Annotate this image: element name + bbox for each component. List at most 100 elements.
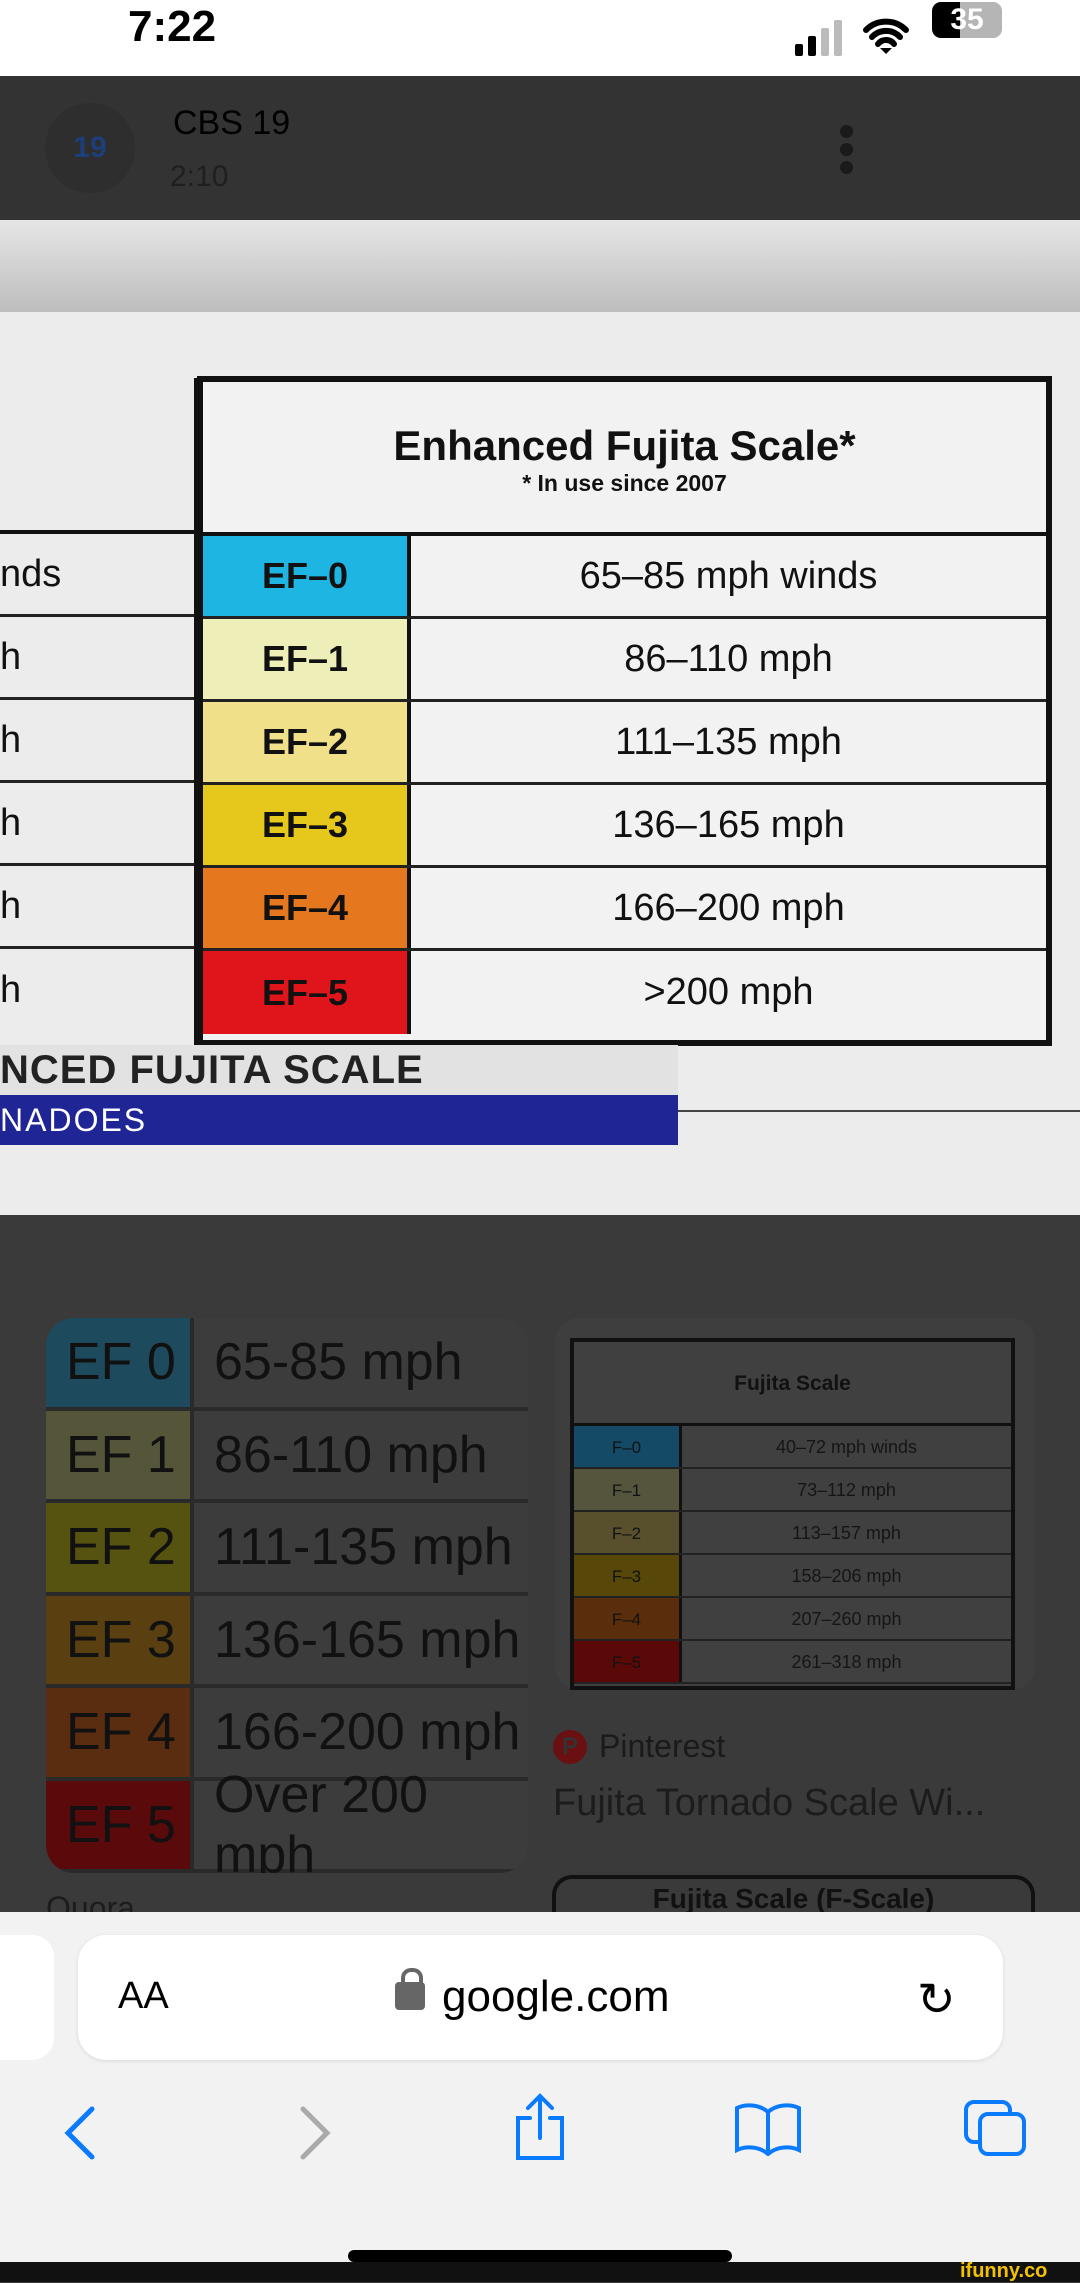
- watermark: ifunny.co: [960, 2260, 1048, 2282]
- f-rating: F–3: [574, 1555, 682, 1596]
- wind-speed: 166–200 mph: [612, 886, 845, 929]
- ef-row: EF 1 86-110 mph: [46, 1410, 528, 1503]
- wind-speed: 113–157 mph: [792, 1523, 901, 1543]
- wind-speed: 86–110 mph: [624, 637, 833, 680]
- bookmarks-icon[interactable]: [733, 2100, 803, 2156]
- ef-row: EF 0 65-85 mph: [46, 1318, 528, 1411]
- partial-cell: nds: [0, 534, 194, 617]
- f-row: F–0 40–72 mph winds: [574, 1426, 1011, 1469]
- result-title[interactable]: Fujita Tornado Scale Wi...: [553, 1782, 986, 1824]
- address-bar[interactable]: [78, 1935, 1003, 2060]
- ef-rating: EF–5: [203, 951, 411, 1034]
- wind-speed: 111-135 mph: [214, 1518, 513, 1577]
- ef-rating: EF–2: [203, 702, 411, 782]
- partial-cell: h: [0, 700, 194, 783]
- ef-row: EF–1 86–110 mph: [203, 619, 1046, 702]
- f-rating: F–4: [574, 1598, 682, 1639]
- f-rating: F–5: [574, 1641, 682, 1682]
- ef-rating: EF–4: [203, 868, 411, 948]
- table-title: Enhanced Fujita Scale*: [393, 422, 856, 469]
- channel-name[interactable]: CBS 19: [173, 104, 291, 142]
- f-row: F–5 261–318 mph: [574, 1641, 1011, 1684]
- ef-row: EF–2 111–135 mph: [203, 702, 1046, 785]
- status-bar: 7:22 35: [0, 0, 1080, 76]
- pinterest-icon: P: [553, 1729, 587, 1764]
- battery-icon: 35: [932, 2, 1002, 38]
- blurred-frame-edge: [0, 220, 1080, 312]
- ef-rating: EF 0: [46, 1318, 194, 1407]
- wind-speed: 136-165 mph: [214, 1610, 521, 1669]
- more-options-icon[interactable]: [835, 125, 857, 179]
- ef-rating: EF 5: [46, 1780, 194, 1869]
- wind-speed: 65–85 mph winds: [579, 554, 878, 597]
- wind-speed: 261–318 mph: [791, 1652, 902, 1672]
- tabs-icon[interactable]: [962, 2098, 1032, 2160]
- ef-row: EF–3 136–165 mph: [203, 785, 1046, 868]
- home-indicator[interactable]: [348, 2250, 732, 2262]
- ef-rating: EF 4: [46, 1688, 194, 1777]
- f-row: F–2 113–157 mph: [574, 1512, 1011, 1555]
- url-text[interactable]: google.com: [442, 1972, 670, 2021]
- f-rating: F–0: [574, 1426, 682, 1467]
- reload-icon[interactable]: ↻: [917, 1973, 956, 2025]
- previous-tab-pill[interactable]: [0, 1935, 54, 2060]
- text-size-button[interactable]: AA: [118, 1975, 169, 2017]
- ef-row: EF–4 166–200 mph: [203, 868, 1046, 951]
- ef-row: EF–0 65–85 mph winds: [203, 536, 1046, 619]
- wind-speed: 86-110 mph: [214, 1425, 488, 1484]
- wind-speed: 73–112 mph: [797, 1480, 896, 1500]
- partial-left-column: nds h h h h h: [0, 378, 200, 1046]
- ef-rating: EF–1: [203, 619, 411, 699]
- forward-icon[interactable]: [295, 2105, 335, 2161]
- ef-row: EF 3 136-165 mph: [46, 1595, 528, 1688]
- partial-cell: h: [0, 969, 22, 1011]
- ef-scale-table: Enhanced Fujita Scale* * In use since 20…: [197, 376, 1052, 1046]
- f-row: F–1 73–112 mph: [574, 1469, 1011, 1512]
- fujita-table[interactable]: Fujita Scale F–0 40–72 mph winds F–1 73–112…: [570, 1338, 1015, 1690]
- ef-rating: EF 2: [46, 1503, 194, 1592]
- video-duration: 2:10: [170, 160, 229, 193]
- table-subtitle: * In use since 2007: [522, 470, 727, 496]
- wind-speed: 65-85 mph: [214, 1333, 463, 1392]
- table-header: Enhanced Fujita Scale* * In use since 20…: [203, 382, 1046, 536]
- ef-rating: EF 1: [46, 1410, 194, 1499]
- back-icon[interactable]: [60, 2105, 100, 2161]
- ef-row: EF–5 >200 mph: [203, 951, 1046, 1034]
- partial-cell: h: [0, 617, 194, 700]
- watermark-strip: [0, 2262, 1080, 2282]
- ef-row: EF 2 111-135 mph: [46, 1503, 528, 1596]
- share-icon[interactable]: [512, 2092, 568, 2162]
- image-result-quora[interactable]: EF 0 65-85 mph EF 1 86-110 mph EF 2 111-135 m…: [46, 1318, 528, 1873]
- result-source[interactable]: P Pinterest: [553, 1728, 725, 1765]
- clock: 7:22: [128, 2, 217, 51]
- wind-speed: >200 mph: [643, 971, 814, 1013]
- divider: [678, 1110, 1080, 1112]
- partial-cell: h: [0, 866, 194, 949]
- wind-speed: 111–135 mph: [615, 720, 842, 763]
- f-rating: F–2: [574, 1512, 682, 1553]
- f-row: F–3 158–206 mph: [574, 1555, 1011, 1598]
- cellular-signal-icon: [795, 20, 842, 56]
- wind-speed: 166-200 mph: [214, 1703, 521, 1762]
- f-row: F–4 207–260 mph: [574, 1598, 1011, 1641]
- ef-rating: EF–0: [203, 536, 411, 616]
- next-result-card[interactable]: Fujita Scale (F-Scale): [552, 1875, 1035, 1935]
- lower-third-subtitle: NADOES: [0, 1095, 678, 1145]
- ef-row: EF 4 166-200 mph: [46, 1688, 528, 1781]
- wind-speed: 207–260 mph: [791, 1609, 902, 1629]
- lower-third-title: NCED FUJITA SCALE: [0, 1045, 678, 1095]
- post-header: [0, 76, 1080, 220]
- ef-rating: EF 3: [46, 1595, 194, 1684]
- source-name: Pinterest: [599, 1728, 726, 1764]
- wind-speed: Over 200 mph: [214, 1765, 428, 1873]
- ef-row: EF 5 Over 200 mph: [46, 1765, 528, 1873]
- fujita-title: Fujita Scale: [574, 1342, 1011, 1426]
- lock-icon: [395, 1968, 425, 2010]
- wind-speed: 158–206 mph: [791, 1566, 902, 1586]
- ef-rating: EF–3: [203, 785, 411, 865]
- partial-cell: h: [0, 783, 194, 866]
- wind-speed: 40–72 mph winds: [775, 1437, 918, 1457]
- f-rating: F–1: [574, 1469, 682, 1510]
- wifi-icon: [863, 18, 909, 54]
- channel-avatar[interactable]: 19: [45, 103, 135, 193]
